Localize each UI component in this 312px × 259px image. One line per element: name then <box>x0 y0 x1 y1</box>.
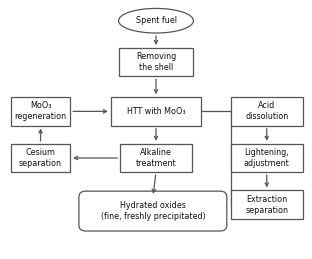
Text: Acid
dissolution: Acid dissolution <box>245 101 288 121</box>
Text: Removing
the shell: Removing the shell <box>136 52 176 72</box>
Text: Extraction
separation: Extraction separation <box>245 195 288 215</box>
Text: Lightening,
adjustment: Lightening, adjustment <box>244 148 290 168</box>
Ellipse shape <box>119 9 193 33</box>
Text: MoO₃
regeneration: MoO₃ regeneration <box>14 101 67 121</box>
FancyBboxPatch shape <box>120 144 192 172</box>
FancyBboxPatch shape <box>11 97 70 126</box>
Text: Alkaline
treatment: Alkaline treatment <box>136 148 176 168</box>
FancyBboxPatch shape <box>231 190 303 219</box>
FancyBboxPatch shape <box>119 48 193 76</box>
FancyBboxPatch shape <box>79 191 227 231</box>
FancyBboxPatch shape <box>231 144 303 172</box>
Text: Cesium
separation: Cesium separation <box>19 148 62 168</box>
Text: HTT with MoO₃: HTT with MoO₃ <box>127 107 185 116</box>
FancyBboxPatch shape <box>11 144 70 172</box>
FancyBboxPatch shape <box>231 97 303 126</box>
FancyBboxPatch shape <box>111 97 201 126</box>
Text: Spent fuel: Spent fuel <box>135 16 177 25</box>
Text: Hydrated oxides
(fine, freshly precipitated): Hydrated oxides (fine, freshly precipita… <box>100 201 205 221</box>
